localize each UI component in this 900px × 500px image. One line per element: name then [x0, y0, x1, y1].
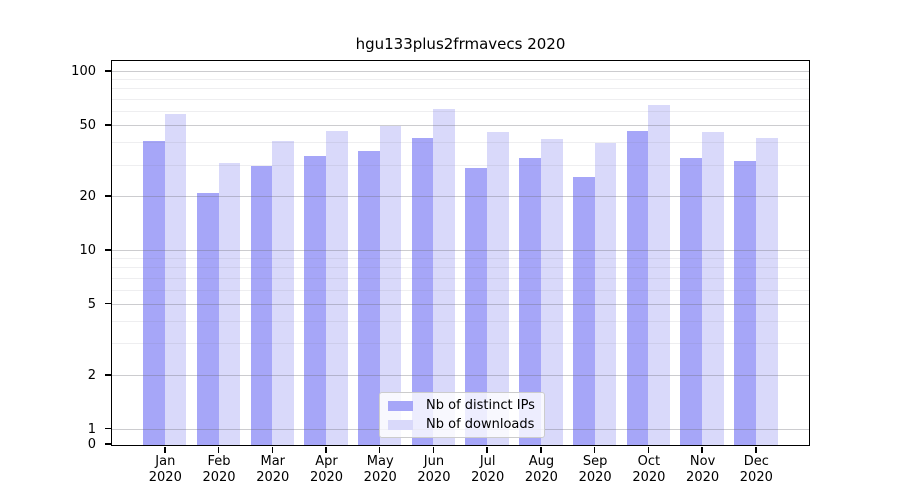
y-tick-label-10: 10	[79, 242, 96, 258]
bar-apr-distinct-ips	[304, 155, 326, 445]
legend: Nb of distinct IPs Nb of downloads	[379, 392, 545, 438]
gridline-minor	[112, 98, 809, 100]
x-tick	[540, 446, 542, 453]
bar-jun-distinct-ips	[411, 137, 434, 445]
bar-sep-distinct-ips	[572, 176, 595, 445]
gridline-minor	[112, 164, 809, 166]
x-tick-label-jan: Jan 2020	[148, 454, 182, 485]
y-tick	[104, 249, 111, 251]
x-tick	[271, 446, 273, 453]
gridline-minor	[112, 289, 809, 291]
x-tick-label-mar: Mar 2020	[256, 454, 290, 485]
x-tick-label-oct: Oct 2020	[632, 454, 666, 485]
bar-jan-downloads	[164, 114, 187, 445]
bar-feb-distinct-ips	[196, 193, 219, 445]
y-tick-label-20: 20	[79, 189, 96, 204]
gridline-major	[112, 124, 809, 126]
x-tick-label-sep: Sep 2020	[578, 454, 612, 485]
x-tick-label-nov: Nov 2020	[686, 454, 720, 485]
bar-may-downloads	[379, 125, 402, 445]
gridline-major	[112, 303, 809, 305]
x-tick-label-jun: Jun 2020	[417, 454, 451, 485]
gridline-minor	[112, 142, 809, 144]
gridline-minor	[112, 267, 809, 269]
bar-aug-downloads	[540, 139, 563, 445]
plot-clip	[112, 61, 809, 445]
y-tick	[104, 443, 111, 445]
gridline-major	[112, 71, 809, 72]
gridline-minor	[112, 343, 809, 345]
gridline-minor	[112, 321, 809, 323]
gridline-minor	[112, 258, 809, 260]
bar-oct-distinct-ips	[626, 130, 649, 445]
x-tick	[432, 446, 435, 453]
bar-oct-downloads	[648, 105, 671, 445]
y-tick	[104, 124, 111, 126]
x-tick-label-may: May 2020	[363, 454, 397, 485]
bar-jul-downloads	[487, 132, 509, 445]
bar-dec-downloads	[755, 137, 778, 445]
gridline-minor	[112, 277, 809, 279]
y-tick	[104, 195, 111, 197]
y-tick-label-0: 0	[87, 437, 96, 452]
legend-row-distinct-ips: Nb of distinct IPs	[388, 398, 535, 413]
x-tick	[647, 446, 650, 453]
x-tick	[164, 446, 166, 453]
y-tick-label-50: 50	[79, 117, 96, 133]
x-tick	[325, 446, 327, 453]
y-tick-label-100: 100	[71, 64, 96, 79]
x-tick	[755, 446, 757, 453]
gridline-minor	[112, 110, 809, 112]
bar-apr-downloads	[325, 130, 348, 445]
x-tick	[593, 446, 596, 453]
y-tick	[104, 427, 111, 430]
y-tick-label-5: 5	[87, 296, 96, 312]
bar-dec-distinct-ips	[734, 160, 756, 445]
bar-aug-distinct-ips	[519, 158, 541, 445]
bar-jun-downloads	[433, 109, 456, 445]
chart-title: hgu133plus2frmavecs 2020	[355, 35, 566, 53]
bar-nov-distinct-ips	[680, 158, 703, 445]
y-tick-label-2: 2	[87, 367, 96, 383]
x-tick	[217, 446, 220, 453]
legend-swatch-distinct-ips	[388, 400, 413, 411]
bar-feb-downloads	[218, 162, 241, 445]
x-tick	[486, 446, 488, 453]
bar-nov-downloads	[702, 132, 724, 445]
gridline-minor	[112, 79, 809, 81]
bar-sep-downloads	[594, 143, 617, 445]
bar-jul-distinct-ips	[465, 168, 488, 445]
bar-mar-distinct-ips	[250, 165, 273, 445]
bar-mar-downloads	[272, 141, 294, 445]
legend-label-downloads: Nb of downloads	[426, 417, 535, 432]
gridline-minor	[112, 88, 809, 90]
plot-area: Nb of distinct IPs Nb of downloads	[104, 60, 810, 453]
legend-row-downloads: Nb of downloads	[388, 417, 535, 432]
x-tick	[701, 446, 703, 453]
bar-jan-distinct-ips	[143, 141, 165, 445]
y-tick	[104, 374, 111, 376]
gridline-major	[112, 249, 809, 251]
x-tick-label-apr: Apr 2020	[309, 454, 344, 485]
y-tick	[104, 302, 111, 305]
y-tick	[104, 70, 111, 72]
bar-may-distinct-ips	[358, 151, 380, 445]
legend-swatch-downloads	[388, 419, 413, 430]
gridline-major	[112, 374, 809, 376]
x-tick-label-feb: Feb 2020	[202, 454, 236, 485]
y-tick-label-1: 1	[87, 421, 96, 437]
gridline-major	[112, 196, 809, 197]
x-tick-label-aug: Aug 2020	[524, 454, 558, 485]
legend-label-distinct-ips: Nb of distinct IPs	[426, 398, 535, 413]
x-tick	[378, 446, 381, 453]
x-tick-label-dec: Dec 2020	[739, 454, 773, 485]
x-tick-label-jul: Jul 2020	[471, 454, 505, 485]
